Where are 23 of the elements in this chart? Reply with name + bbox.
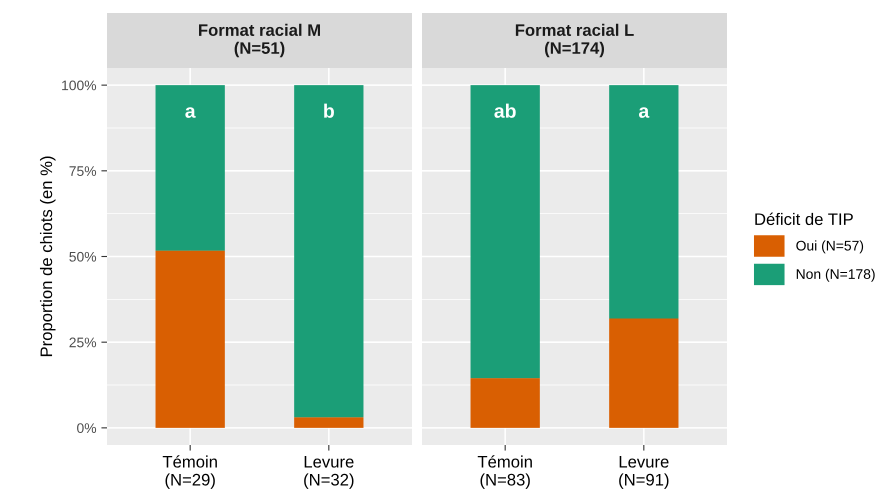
y-tick-label: 25% xyxy=(69,338,96,348)
bar xyxy=(294,85,364,418)
x-tick-label: Levure (N=91) xyxy=(619,456,669,489)
legend-label: Non (N=178) xyxy=(796,268,875,282)
y-tick-label: 75% xyxy=(70,166,96,176)
x-tick-label: Témoin (N=29) xyxy=(162,455,217,489)
bar xyxy=(294,417,364,428)
y-tick-label: 50% xyxy=(69,252,96,262)
bar xyxy=(156,85,225,251)
y-tick-label: 100% xyxy=(62,80,96,90)
y-tick-label: 0% xyxy=(77,423,96,434)
annotation: ab xyxy=(494,104,516,118)
annotation: b xyxy=(324,104,334,118)
legend-title: Déficit de TIP xyxy=(755,212,853,226)
bar xyxy=(156,250,225,428)
annotation: a xyxy=(185,107,196,118)
annotation: a xyxy=(638,107,650,118)
chart-title: Format racial L (N=174) xyxy=(516,24,634,58)
y-axis-title: Proportion de chiots (en %) xyxy=(40,156,56,356)
legend-label: Oui (N=57) xyxy=(796,240,864,254)
x-tick-label: Témoin (N=83) xyxy=(478,455,532,489)
chart-title: Format racial M (N=51) xyxy=(199,24,320,58)
x-tick-label: Levure (N=32) xyxy=(304,456,354,489)
